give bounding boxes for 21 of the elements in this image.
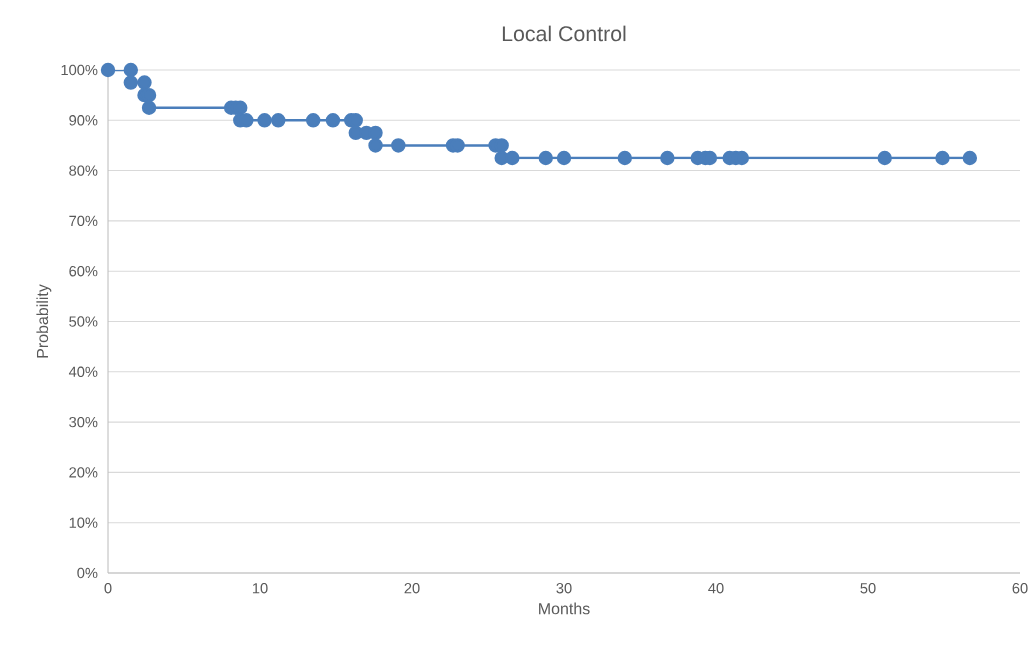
y-tick-label: 40% xyxy=(68,366,98,377)
x-tick-label: 20 xyxy=(404,583,420,594)
y-tick-label: 60% xyxy=(69,266,98,277)
y-tick-label: 0% xyxy=(77,567,98,579)
x-tick-label: 30 xyxy=(556,583,572,594)
x-axis-title: Months xyxy=(539,602,590,615)
x-tick-label: 10 xyxy=(252,583,268,594)
y-tick-label: 80% xyxy=(69,165,98,176)
y-tick-label: 100% xyxy=(61,64,98,76)
y-axis-title: Probability xyxy=(36,284,52,358)
x-tick-label: 60 xyxy=(1012,583,1028,594)
y-tick-label: 50% xyxy=(69,316,98,327)
chart-title: Local Control xyxy=(502,25,626,42)
y-tick-label: 30% xyxy=(69,416,98,428)
x-tick-label: 50 xyxy=(860,583,876,594)
x-tick-label: 40 xyxy=(708,583,724,594)
y-tick-label: 10% xyxy=(69,517,98,528)
y-tick-label: 20% xyxy=(69,467,98,478)
x-tick-label: 0 xyxy=(104,583,112,594)
y-tick-label: 70% xyxy=(69,215,98,227)
y-tick-label: 90% xyxy=(69,115,98,126)
